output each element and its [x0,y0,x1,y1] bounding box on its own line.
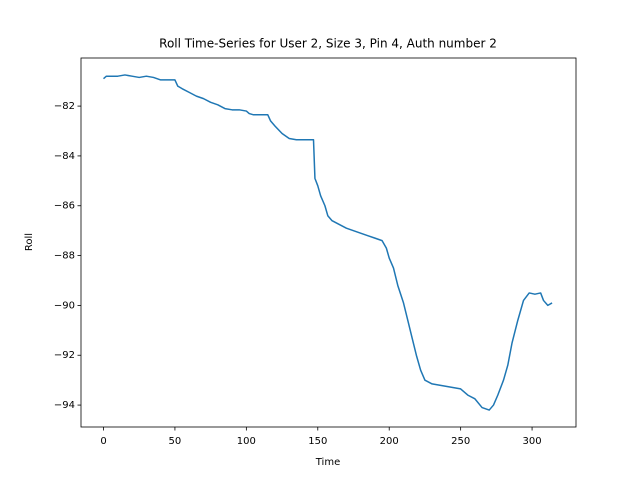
y-tick-label: −90 [54,300,75,311]
y-tick-label: −82 [54,101,75,112]
x-tick-label: 300 [523,436,542,447]
y-tick-label: −94 [54,400,75,411]
x-tick-label: 0 [100,436,106,447]
y-axis-label: Roll [24,233,35,251]
y-tick-label: −84 [54,151,75,162]
x-tick-label: 250 [451,436,470,447]
chart-title: Roll Time-Series for User 2, Size 3, Pin… [159,37,497,51]
y-tick-label: −88 [54,251,75,262]
x-tick-label: 50 [169,436,182,447]
axes-frame [80,57,577,428]
x-tick-label: 150 [308,436,327,447]
y-tick-label: −86 [54,201,75,212]
x-tick-label: 100 [237,436,256,447]
x-tick-label: 200 [380,436,399,447]
data-line [103,74,553,411]
y-tick-label: −92 [54,350,75,361]
x-axis-label: Time [315,457,340,468]
plot-area [81,58,576,427]
